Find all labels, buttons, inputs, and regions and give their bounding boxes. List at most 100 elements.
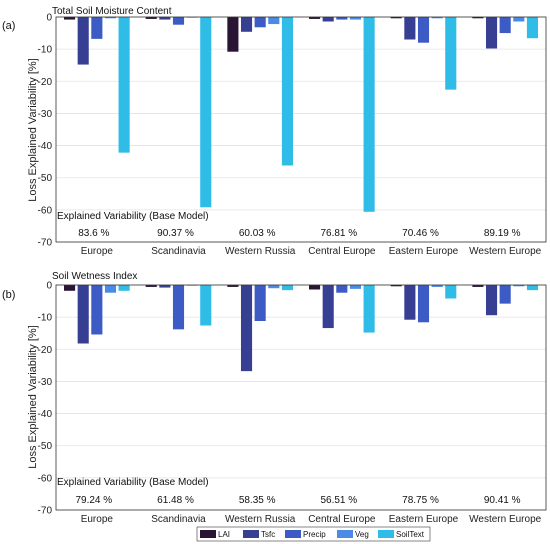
category-label: Western Russia <box>225 246 296 257</box>
bar-soiltext-eastern-europe <box>445 285 457 299</box>
bar-precip-eastern-europe <box>417 285 430 323</box>
explained-variability-value: 90.41 % <box>484 495 521 506</box>
y-tick-label: -60 <box>38 205 53 216</box>
bar-precip-central-europe <box>336 17 348 20</box>
y-tick-label: -20 <box>38 77 53 88</box>
category-label: Europe <box>81 514 114 525</box>
y-tick-label: -10 <box>38 313 53 324</box>
bar-soiltext-eastern-europe <box>445 17 457 90</box>
y-tick-label: 0 <box>46 281 52 292</box>
explained-variability-value: 78.75 % <box>402 495 439 506</box>
legend-label-precip: Precip <box>303 530 326 539</box>
bar-lai-central-europe <box>309 285 321 290</box>
bar-tsfc-western-europe <box>485 17 498 49</box>
legend-label-soiltext: SoilText <box>396 530 425 539</box>
legend-label-veg: Veg <box>355 530 369 539</box>
bar-tsfc-western-russia <box>240 17 253 32</box>
bar-tsfc-western-europe <box>485 285 498 316</box>
bar-precip-western-europe <box>499 17 511 34</box>
bar-veg-western-russia <box>268 17 280 25</box>
y-tick-label: -50 <box>38 173 53 184</box>
panel-a-ylabel: Loss Explained Variability [%] <box>27 58 39 201</box>
bar-tsfc-western-russia <box>240 285 253 372</box>
bar-soiltext-central-europe <box>363 285 375 333</box>
legend-label-lai: LAI <box>218 530 230 539</box>
panel-b-yticks: 0 -10 -20 -30 -40 -50 -60 -70 <box>38 281 53 517</box>
bar-soiltext-western-europe <box>526 17 538 39</box>
category-label: Western Russia <box>225 514 296 525</box>
bar-lai-europe <box>64 285 76 291</box>
bar-lai-western-russia <box>227 17 239 52</box>
panel-b-bars <box>64 285 538 372</box>
bar-precip-western-russia <box>254 285 266 321</box>
bar-lai-central-europe <box>309 17 321 19</box>
bar-lai-western-russia <box>227 285 239 287</box>
panel-b-xticks: Europe Scandinavia Western Russia Central E… <box>81 514 542 525</box>
bar-veg-europe <box>104 285 117 293</box>
explained-variability-value: 60.03 % <box>239 228 276 239</box>
explained-variability-value: 83.6 % <box>78 228 109 239</box>
y-tick-label: -30 <box>38 109 53 120</box>
bar-soiltext-scandinavia <box>200 285 212 326</box>
panel-a-xticks: Europe Scandinavia Western Russia Central E… <box>81 246 542 257</box>
bar-precip-central-europe <box>336 285 348 293</box>
panel-a-ev-values: 83.6 % 90.37 % 60.03 % 76.81 % 70.46 % 89.19 … <box>78 228 520 239</box>
y-tick-label: -10 <box>38 45 53 56</box>
bar-lai-europe <box>64 17 76 20</box>
bar-soiltext-scandinavia <box>200 17 212 208</box>
panel-a-ev-title: Explained Variability (Base Model) <box>57 211 209 222</box>
bar-soiltext-europe <box>118 285 130 291</box>
y-tick-label: -30 <box>38 377 53 388</box>
legend: LAI Tsfc Precip Veg SoilText <box>196 526 431 542</box>
bar-veg-western-europe <box>513 285 525 287</box>
y-tick-label: 0 <box>46 13 52 24</box>
bar-soiltext-western-europe <box>526 285 538 291</box>
y-tick-label: -40 <box>38 141 53 152</box>
legend-items: LAI Tsfc Precip Veg SoilText <box>200 530 425 539</box>
explained-variability-value: 76.81 % <box>320 228 357 239</box>
bar-soiltext-central-europe <box>363 17 375 212</box>
explained-variability-value: 70.46 % <box>402 228 439 239</box>
explained-variability-value: 90.37 % <box>157 228 194 239</box>
bar-tsfc-eastern-europe <box>404 285 416 320</box>
legend-swatch-soiltext <box>378 530 394 538</box>
legend-label-tsfc: Tsfc <box>261 530 275 539</box>
bar-tsfc-central-europe <box>322 17 334 22</box>
y-tick-label: -70 <box>38 506 53 517</box>
explained-variability-value: 61.48 % <box>157 495 194 506</box>
bar-veg-eastern-europe <box>431 285 443 287</box>
bar-lai-scandinavia <box>145 285 157 287</box>
bar-tsfc-europe <box>77 17 89 65</box>
y-tick-label: -20 <box>38 345 53 356</box>
y-tick-label: -70 <box>38 238 53 249</box>
explained-variability-value: 56.51 % <box>320 495 357 506</box>
bar-precip-scandinavia <box>172 17 185 25</box>
bar-precip-eastern-europe <box>417 17 430 43</box>
bar-soiltext-europe <box>118 17 130 153</box>
category-label: Europe <box>81 246 114 257</box>
bar-tsfc-scandinavia <box>159 17 171 20</box>
bar-lai-western-europe <box>472 285 484 287</box>
bar-veg-central-europe <box>349 285 362 289</box>
bar-veg-western-russia <box>268 285 280 289</box>
panel-a-bars <box>64 17 538 212</box>
category-label: Central Europe <box>308 246 376 257</box>
category-label: Eastern Europe <box>389 246 459 257</box>
category-label: Western Europe <box>469 246 542 257</box>
bar-precip-western-europe <box>499 285 511 304</box>
panel-b-label: (b) <box>2 289 15 301</box>
bar-lai-western-europe <box>472 17 484 19</box>
bar-tsfc-central-europe <box>322 285 334 329</box>
panel-b: (b) Soil Wetness Index Loss Explained Va… <box>2 271 547 525</box>
y-tick-label: -50 <box>38 441 53 452</box>
category-label: Central Europe <box>308 514 376 525</box>
category-label: Western Europe <box>469 514 542 525</box>
explained-variability-value: 58.35 % <box>239 495 276 506</box>
bar-veg-europe <box>104 17 117 19</box>
panel-b-ev-values: 79.24 % 61.48 % 58.35 % 56.51 % 78.75 % 90.41… <box>75 495 520 506</box>
explained-variability-value: 89.19 % <box>484 228 521 239</box>
bar-soiltext-western-russia <box>281 17 293 166</box>
bar-soiltext-western-russia <box>281 285 293 291</box>
panel-a-yticks: 0 -10 -20 -30 -40 -50 -60 -70 <box>38 13 53 249</box>
